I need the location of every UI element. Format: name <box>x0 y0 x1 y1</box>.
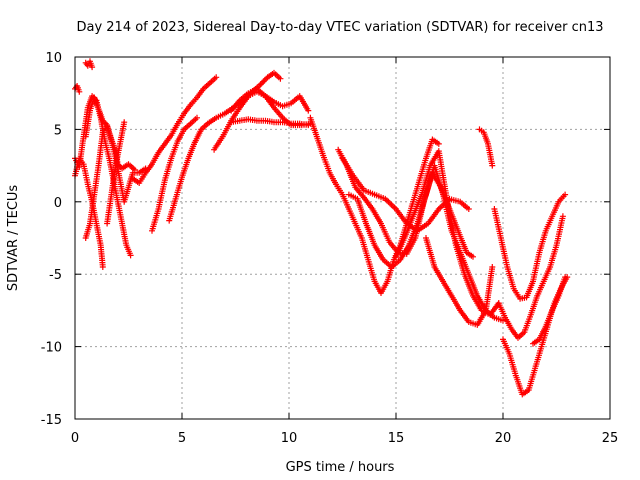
data-point <box>277 75 284 82</box>
data-point <box>562 274 569 281</box>
x-tick-label: 10 <box>281 431 298 446</box>
series-s8 <box>129 74 220 186</box>
data-point <box>127 252 134 259</box>
data-point <box>559 213 566 220</box>
y-tick-label: -10 <box>41 341 62 356</box>
series-s24 <box>530 274 569 347</box>
y-tick-label: -15 <box>41 413 62 428</box>
x-tick-label: 25 <box>602 431 619 446</box>
tick-layer: 0 5 10 15 20 25 -15 -10 -5 0 5 10 <box>41 51 619 446</box>
data-point <box>489 162 496 169</box>
data-point <box>489 264 496 270</box>
data-point <box>131 166 138 173</box>
series-s9 <box>149 114 200 234</box>
series-line <box>479 128 493 166</box>
series-s10 <box>166 69 284 224</box>
data-point <box>465 206 472 212</box>
series-s7 <box>104 119 128 227</box>
data-point <box>89 64 96 71</box>
data-point <box>99 264 106 270</box>
y-axis-label: SDTVAR / TECUs <box>6 185 21 292</box>
y-tick-label: 5 <box>54 123 62 138</box>
data-point <box>435 140 442 147</box>
data-point <box>76 88 83 95</box>
y-tick-label: 0 <box>54 196 62 211</box>
plot-frame <box>74 56 611 420</box>
x-tick-label: 0 <box>71 431 79 446</box>
series-s18 <box>393 148 502 318</box>
series-s12 <box>228 116 312 129</box>
x-axis-label: GPS time / hours <box>286 460 395 475</box>
chart-title: Day 214 of 2023, Sidereal Day-to-day VTE… <box>76 20 603 35</box>
data-point <box>121 119 128 126</box>
data-point <box>470 253 476 260</box>
x-tick-label: 5 <box>178 431 186 446</box>
series-s19 <box>423 235 496 328</box>
series-s22 <box>495 213 566 341</box>
series-line <box>309 117 440 294</box>
series-s17 <box>339 155 472 234</box>
x-tick-label: 20 <box>495 431 512 446</box>
series-s4 <box>82 58 96 71</box>
data-point <box>562 191 569 198</box>
data-point <box>213 74 220 81</box>
series-s14 <box>307 114 442 296</box>
data-point <box>194 114 200 121</box>
series-s13 <box>228 85 314 129</box>
plot-layer <box>72 58 571 398</box>
series-s1 <box>72 83 83 95</box>
y-tick-label: -5 <box>49 268 62 283</box>
grid-layer <box>75 57 610 419</box>
series-s16 <box>345 162 506 324</box>
series-s21 <box>491 191 569 302</box>
y-tick-label: 10 <box>45 51 62 66</box>
data-point <box>305 107 312 114</box>
x-tick-label: 15 <box>388 431 405 446</box>
series-s20 <box>476 126 496 169</box>
